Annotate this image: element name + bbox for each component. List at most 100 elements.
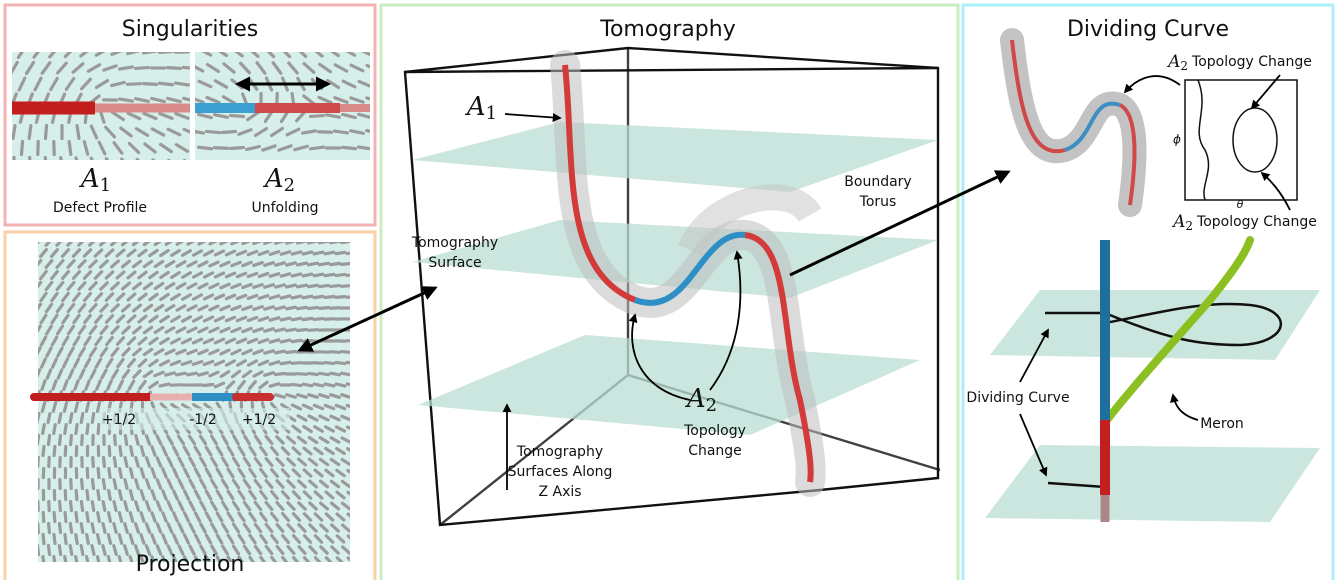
glyph: [168, 68, 181, 69]
annotation-text: Topology Change: [1191, 54, 1312, 70]
glyph: [320, 373, 329, 374]
glyph: [98, 535, 100, 544]
glyph: [292, 384, 301, 385]
glyph: [160, 83, 173, 84]
glyph: [309, 263, 318, 265]
glyph: [59, 414, 61, 423]
glyph: [287, 163, 300, 165]
glyph: [311, 147, 324, 149]
glyph: [348, 558, 355, 564]
glyph: [359, 492, 366, 497]
glyph: [303, 296, 312, 298]
glyph: [332, 569, 338, 575]
glyph: [45, 158, 47, 171]
glyph: [320, 263, 329, 264]
glyph: [270, 384, 279, 386]
glyph: [309, 330, 318, 331]
glyph: [37, 414, 39, 423]
glyph: [342, 263, 351, 264]
glyph: [114, 502, 116, 511]
glyph: [353, 373, 362, 375]
glyph: [287, 329, 296, 330]
glyph: [281, 318, 290, 320]
glyph: [185, 160, 196, 167]
glyph: [81, 524, 83, 533]
glyph: [303, 131, 316, 133]
tomography-plane: [990, 290, 1320, 360]
glyph: [64, 403, 66, 412]
caption: Defect Profile: [53, 200, 147, 216]
subscript: 1: [486, 103, 497, 124]
charge-label: +1/2: [102, 412, 136, 428]
glyph: [92, 568, 94, 577]
glyph: [98, 491, 99, 500]
glyph: [48, 414, 50, 423]
subscript: 2: [706, 395, 717, 416]
glyph: [336, 252, 345, 253]
glyph: [141, 447, 143, 456]
glyph: [160, 384, 169, 386]
glyph: [82, 436, 83, 445]
glyph: [65, 535, 66, 544]
glyph: [200, 161, 211, 168]
glyph: [281, 296, 290, 298]
glyph: [43, 425, 45, 434]
glyph: [87, 425, 88, 434]
glyph: [109, 447, 110, 456]
glyph: [342, 373, 351, 375]
glyph: [86, 403, 88, 412]
glyph: [342, 241, 351, 242]
glyph: [353, 264, 362, 265]
glyph: [120, 67, 133, 69]
glyph: [335, 131, 348, 133]
glyph: [336, 297, 345, 298]
axis-label: θ: [1237, 198, 1244, 211]
glyph: [336, 362, 345, 363]
glyph: [321, 569, 327, 576]
glyph: [70, 524, 71, 533]
glyph: [320, 241, 329, 243]
glyph: [177, 373, 186, 375]
glyph: [120, 99, 133, 101]
glyph: [331, 373, 340, 375]
glyph: [343, 147, 356, 148]
glyph: [108, 535, 110, 544]
glyph: [358, 275, 367, 276]
glyph: [314, 319, 323, 320]
glyph: [309, 285, 318, 286]
annotation: Dividing Curve: [966, 390, 1069, 406]
glyph: [69, 142, 71, 155]
glyph: [335, 164, 348, 165]
glyph: [82, 480, 83, 489]
glyph: [276, 373, 285, 374]
glyph: [353, 503, 360, 508]
glyph: [97, 403, 99, 412]
glyph: [191, 131, 204, 133]
glyph: [231, 147, 244, 148]
glyph: [38, 546, 39, 555]
glyph: [92, 524, 94, 533]
axis-label: ϕ: [1173, 133, 1181, 147]
charge-label: -1/2: [189, 412, 217, 428]
glyph: [160, 52, 173, 53]
glyph: [125, 568, 128, 577]
glyph: [299, 569, 305, 576]
glyph: [353, 438, 361, 442]
glyph: [331, 263, 340, 264]
glyph: [71, 480, 72, 489]
glyph: [331, 308, 340, 309]
glyph: [87, 535, 89, 544]
caption: Unfolding: [251, 200, 318, 216]
glyph: [298, 374, 307, 375]
glyph: [314, 363, 323, 364]
glyph: [92, 546, 94, 555]
glyph: [71, 502, 72, 511]
glyph: [292, 363, 301, 364]
annotation-text: Topology Change: [1196, 214, 1317, 230]
glyph: [166, 373, 175, 375]
glyph: [358, 362, 367, 363]
glyph: [298, 241, 307, 243]
glyph: [287, 307, 296, 309]
symbol: A: [263, 164, 284, 194]
glyph: [87, 491, 88, 500]
